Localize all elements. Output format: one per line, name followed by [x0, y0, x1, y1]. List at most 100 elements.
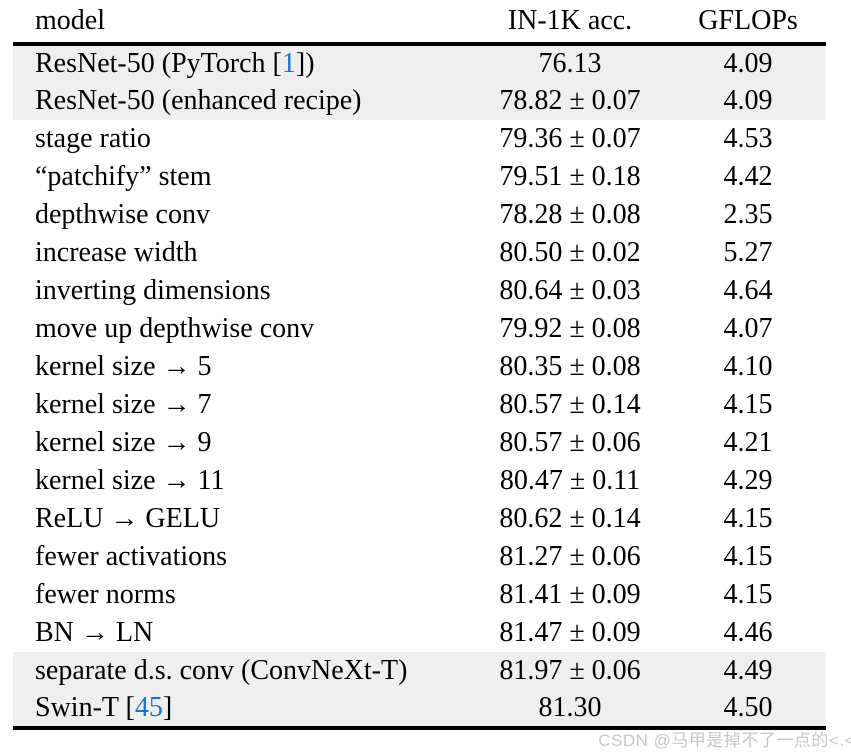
- in1k-accuracy-cell: 81.97 ± 0.06: [470, 652, 670, 690]
- table-row: ResNet-50 (enhanced recipe) 78.82 ± 0.07 4…: [13, 82, 826, 120]
- citation-link[interactable]: 45: [134, 692, 163, 723]
- gflops-cell: 4.07: [723, 313, 773, 344]
- model-label: “patchify” stem: [35, 161, 212, 192]
- gflops-cell: 2.35: [723, 199, 773, 230]
- model-label: Swin-T [: [35, 692, 135, 723]
- table-row: move up depthwise conv 79.92 ± 0.08 4.07: [13, 310, 826, 348]
- table-row: separate d.s. conv (ConvNeXt-T) 81.97 ± 0…: [13, 652, 826, 690]
- model-label: kernel size → 9: [35, 427, 212, 458]
- in1k-accuracy-cell: 81.41 ± 0.09: [499, 579, 641, 610]
- model-label: kernel size → 5: [35, 351, 212, 382]
- model-cell: fewer norms: [13, 576, 470, 614]
- gflops-cell: 4.15: [723, 503, 773, 534]
- in1k-accuracy-cell: 80.47 ± 0.11: [499, 465, 641, 496]
- gflops-cell: 4.46: [723, 617, 773, 648]
- table-row: BN → LN 81.47 ± 0.09 4.46: [13, 614, 826, 652]
- gflops-cell: 4.42: [723, 161, 773, 192]
- model-cell: stage ratio: [13, 120, 470, 158]
- gflops-cell: 5.27: [723, 237, 773, 268]
- column-header-model: model: [13, 0, 470, 46]
- table-row: fewer activations 81.27 ± 0.06 4.15: [13, 538, 826, 576]
- table-row: kernel size → 7 80.57 ± 0.14 4.15: [13, 386, 826, 424]
- model-cell: kernel size → 9: [13, 424, 470, 462]
- model-cell: fewer activations: [13, 538, 470, 576]
- column-header-in1k-acc: IN-1K acc.: [470, 0, 670, 46]
- ablation-table: model IN-1K acc. GFLOPs ResNet-50 (PyTor…: [13, 0, 826, 730]
- model-label: ]: [162, 692, 173, 723]
- table-row: increase width 80.50 ± 0.02 5.27: [13, 234, 826, 272]
- in1k-accuracy-cell: 80.64 ± 0.03: [499, 275, 641, 306]
- model-cell: increase width: [13, 234, 470, 272]
- model-label: kernel size → 7: [35, 389, 212, 420]
- gflops-cell: 4.09: [670, 44, 826, 82]
- gflops-cell: 4.50: [670, 690, 826, 728]
- citation-link[interactable]: 1: [281, 48, 296, 79]
- table-row: ReLU → GELU 80.62 ± 0.14 4.15: [13, 500, 826, 538]
- model-cell: ResNet-50 (enhanced recipe): [13, 82, 470, 120]
- gflops-cell: 4.29: [723, 465, 773, 496]
- in1k-accuracy-cell: 80.57 ± 0.06: [499, 427, 641, 458]
- gflops-cell: 4.53: [723, 123, 773, 154]
- table-row: Swin-T [45] 81.30 4.50: [13, 690, 826, 728]
- in1k-accuracy-cell: 81.30: [470, 690, 670, 728]
- model-label: ResNet-50 (PyTorch [: [35, 48, 282, 79]
- model-label: fewer norms: [35, 579, 176, 610]
- table-row: kernel size → 5 80.35 ± 0.08 4.10: [13, 348, 826, 386]
- model-cell: move up depthwise conv: [13, 310, 470, 348]
- gflops-cell: 4.15: [723, 541, 773, 572]
- header-row: model IN-1K acc. GFLOPs: [13, 0, 826, 46]
- table-row: stage ratio 79.36 ± 0.07 4.53: [13, 120, 826, 158]
- gflops-cell: 4.21: [723, 427, 773, 458]
- model-cell: “patchify” stem: [13, 158, 470, 196]
- model-cell: Swin-T [45]: [13, 690, 470, 728]
- model-label: separate d.s. conv (ConvNeXt-T): [35, 655, 408, 686]
- model-label: fewer activations: [35, 541, 228, 572]
- in1k-accuracy-cell: 79.51 ± 0.18: [499, 161, 641, 192]
- table-row: depthwise conv 78.28 ± 0.08 2.35: [13, 196, 826, 234]
- gflops-cell: 4.10: [723, 351, 773, 382]
- model-label: stage ratio: [35, 123, 151, 154]
- in1k-accuracy-cell: 78.82 ± 0.07: [470, 82, 670, 120]
- gflops-cell: 4.15: [723, 389, 773, 420]
- model-cell: kernel size → 11: [13, 462, 470, 500]
- model-cell: inverting dimensions: [13, 272, 470, 310]
- table-row: fewer norms 81.41 ± 0.09 4.15: [13, 576, 826, 614]
- gflops-cell: 4.15: [723, 579, 773, 610]
- in1k-accuracy-cell: 81.47 ± 0.09: [499, 617, 641, 648]
- model-label: ]): [295, 48, 315, 79]
- in1k-accuracy-cell: 80.50 ± 0.02: [499, 237, 641, 268]
- in1k-accuracy-cell: 79.36 ± 0.07: [499, 123, 641, 154]
- table-row: kernel size → 9 80.57 ± 0.06 4.21: [13, 424, 826, 462]
- model-cell: kernel size → 5: [13, 348, 470, 386]
- table-row: ResNet-50 (PyTorch [1]) 76.13 4.09: [13, 44, 826, 82]
- model-label: kernel size → 11: [35, 465, 225, 496]
- gflops-cell: 4.09: [670, 82, 826, 120]
- model-label: move up depthwise conv: [35, 313, 315, 344]
- model-label: ReLU → GELU: [35, 503, 221, 534]
- model-cell: ReLU → GELU: [13, 500, 470, 538]
- model-label: ResNet-50 (enhanced recipe): [35, 85, 362, 116]
- table-row: “patchify” stem 79.51 ± 0.18 4.42: [13, 158, 826, 196]
- model-cell: kernel size → 7: [13, 386, 470, 424]
- in1k-accuracy-cell: 81.27 ± 0.06: [499, 541, 641, 572]
- in1k-accuracy-cell: 76.13: [470, 44, 670, 82]
- table-row: inverting dimensions 80.64 ± 0.03 4.64: [13, 272, 826, 310]
- model-cell: separate d.s. conv (ConvNeXt-T): [13, 652, 470, 690]
- in1k-accuracy-cell: 79.92 ± 0.08: [499, 313, 641, 344]
- in1k-accuracy-cell: 78.28 ± 0.08: [499, 199, 641, 230]
- column-header-gflops: GFLOPs: [670, 0, 826, 46]
- table-row: kernel size → 11 80.47 ± 0.11 4.29: [13, 462, 826, 500]
- model-label: inverting dimensions: [35, 275, 271, 306]
- model-cell: BN → LN: [13, 614, 470, 652]
- in1k-accuracy-cell: 80.57 ± 0.14: [499, 389, 641, 420]
- model-label: depthwise conv: [35, 199, 210, 230]
- model-cell: ResNet-50 (PyTorch [1]): [13, 44, 470, 82]
- model-cell: depthwise conv: [13, 196, 470, 234]
- in1k-accuracy-cell: 80.35 ± 0.08: [499, 351, 641, 382]
- gflops-cell: 4.64: [723, 275, 773, 306]
- model-label: increase width: [35, 237, 198, 268]
- gflops-cell: 4.49: [670, 652, 826, 690]
- in1k-accuracy-cell: 80.62 ± 0.14: [499, 503, 641, 534]
- model-label: BN → LN: [35, 617, 154, 648]
